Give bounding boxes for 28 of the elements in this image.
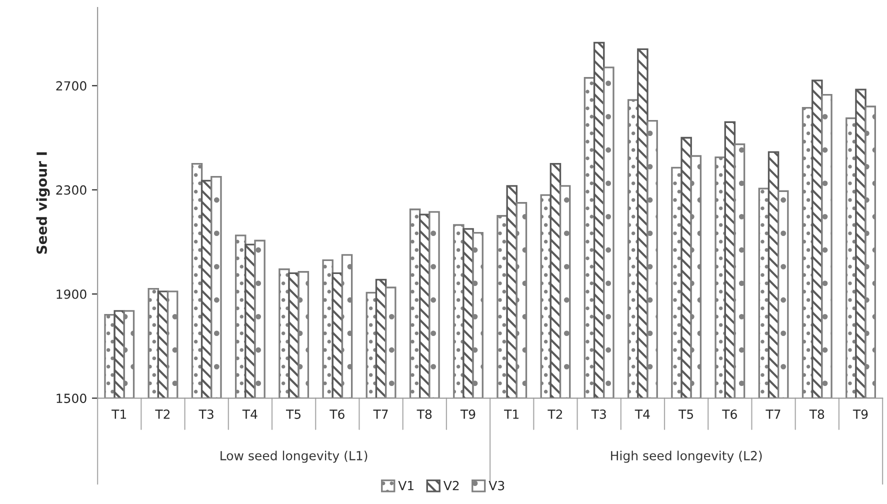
x-tick-label: T6	[722, 409, 737, 419]
x-tick-label: T9	[460, 409, 476, 419]
x-tick-label: T1	[112, 410, 126, 419]
x-tick-label: T4	[242, 410, 258, 419]
y-axis-title: Seed vigour I	[36, 152, 50, 254]
x-tick-label: T7	[373, 410, 388, 419]
x-tick-label: T8	[809, 409, 824, 419]
y-tick-label: 1500	[56, 394, 86, 404]
x-tick-label: T7	[766, 410, 780, 419]
x-tick-label: T2	[155, 409, 170, 419]
x-tick-label: T8	[416, 409, 432, 419]
y-tick-label: 2700	[56, 81, 86, 91]
text: Low seed longevity (L1)	[220, 450, 368, 463]
x-tick-label: T4	[634, 410, 650, 419]
legend-label: V1	[398, 481, 414, 490]
legend-label: V2	[443, 480, 459, 490]
x-tick-label: T5	[678, 410, 694, 419]
legend-label: V3	[488, 480, 504, 490]
y-tick-label: 1900	[56, 289, 86, 299]
x-tick-label: T9	[852, 409, 868, 419]
x-tick-label: T2	[548, 409, 562, 419]
text: High seed longevity (L2)	[611, 450, 762, 463]
x-tick-label: T3	[591, 409, 606, 419]
x-tick-label: T5	[286, 410, 301, 419]
y-tick-label: 2300	[56, 185, 86, 195]
x-tick-label: T1	[504, 410, 519, 419]
x-tick-label: T3	[198, 409, 214, 419]
x-tick-label: T6	[330, 409, 344, 419]
